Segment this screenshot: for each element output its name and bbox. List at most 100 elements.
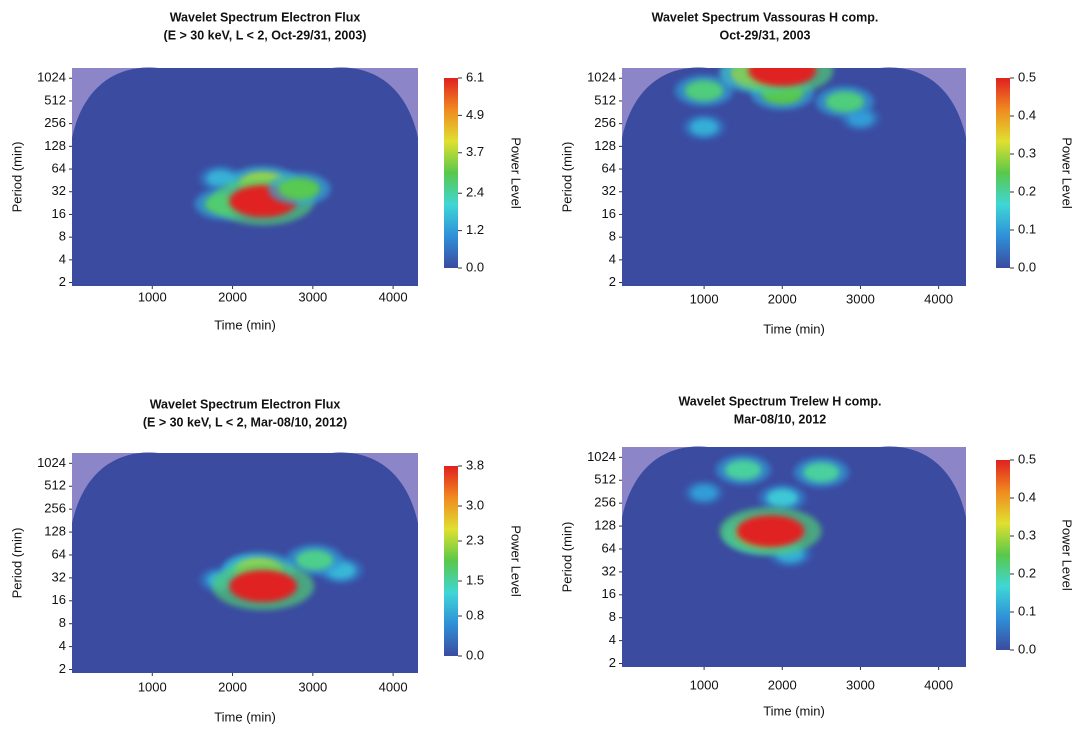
y-tick-label: 128 xyxy=(594,518,616,533)
colorbar-tick-label: 0.0 xyxy=(466,647,484,662)
colorbar-label: Power Level xyxy=(509,525,524,597)
colorbar xyxy=(996,460,1010,650)
y-tick-label: 128 xyxy=(44,524,66,539)
peaks xyxy=(674,68,881,140)
x-tick-label: 4000 xyxy=(379,679,408,694)
colorbar-tick-label: 4.9 xyxy=(466,107,484,122)
y-tick-label: 512 xyxy=(44,478,66,493)
x-tick-label: 2000 xyxy=(768,677,797,692)
y-axis-label: Period (min) xyxy=(559,522,574,593)
colorbar-tick-label: 3.8 xyxy=(466,457,484,472)
chart-title: Wavelet Spectrum Electron Flux xyxy=(150,397,341,411)
peak xyxy=(825,91,865,113)
y-tick-label: 2 xyxy=(59,661,66,676)
peak xyxy=(690,484,718,501)
x-tick-label: 1000 xyxy=(138,289,167,304)
x-tick-label: 3000 xyxy=(846,291,875,306)
peak xyxy=(229,570,298,603)
y-tick-label: 1024 xyxy=(37,70,66,85)
y-tick-label: 2 xyxy=(609,655,616,670)
peak xyxy=(684,80,724,102)
colorbar-tick-label: 3.7 xyxy=(466,144,484,159)
y-axis-label: Period (min) xyxy=(9,142,24,213)
x-tick-label: 1000 xyxy=(690,677,719,692)
x-tick-label: 1000 xyxy=(690,291,719,306)
peak xyxy=(689,118,719,136)
y-tick-label: 1024 xyxy=(37,455,66,470)
y-tick-label: 1024 xyxy=(587,449,616,464)
y-tick-label: 8 xyxy=(59,229,66,244)
chart-subtitle: Mar-08/10, 2012 xyxy=(734,412,826,426)
y-tick-label: 64 xyxy=(52,160,66,175)
y-tick-label: 128 xyxy=(44,138,66,153)
colorbar-tick-label: 0.1 xyxy=(1018,221,1036,236)
colorbar-tick-label: 0.2 xyxy=(1018,183,1036,198)
colorbar-tick-label: 0.0 xyxy=(1018,641,1036,656)
y-tick-label: 2 xyxy=(609,274,616,289)
x-tick-label: 3000 xyxy=(298,289,327,304)
colorbar-tick-label: 0.5 xyxy=(1018,451,1036,466)
peak xyxy=(736,515,805,548)
y-tick-label: 32 xyxy=(52,569,66,584)
y-tick-label: 4 xyxy=(609,251,616,266)
chart-subtitle: Oct-29/31, 2003 xyxy=(719,28,810,42)
peak xyxy=(748,68,817,87)
colorbar-tick-label: 2.3 xyxy=(466,532,484,547)
y-tick-label: 32 xyxy=(602,563,616,578)
colorbar xyxy=(444,78,458,268)
peak xyxy=(724,459,762,480)
y-tick-label: 256 xyxy=(594,115,616,130)
y-tick-label: 16 xyxy=(602,586,616,601)
x-tick-label: 2000 xyxy=(218,289,247,304)
y-tick-label: 64 xyxy=(602,540,616,555)
y-tick-label: 8 xyxy=(609,609,616,624)
peak xyxy=(766,488,799,507)
x-axis-label: Time (min) xyxy=(214,709,276,724)
x-tick-label: 2000 xyxy=(218,679,247,694)
x-tick-label: 2000 xyxy=(768,291,797,306)
y-axis-label: Period (min) xyxy=(559,142,574,213)
colorbar-tick-label: 0.0 xyxy=(1018,259,1036,274)
y-tick-label: 512 xyxy=(594,92,616,107)
colorbar-label: Power Level xyxy=(509,137,524,209)
colorbar-tick-label: 0.4 xyxy=(1018,489,1036,504)
x-tick-label: 1000 xyxy=(138,679,167,694)
peaks xyxy=(684,454,849,567)
y-tick-label: 4 xyxy=(609,632,616,647)
colorbar-label: Power Level xyxy=(1060,519,1075,591)
peak xyxy=(278,177,320,200)
y-tick-label: 1024 xyxy=(587,70,616,85)
y-tick-label: 16 xyxy=(52,592,66,607)
chart-title: Wavelet Spectrum Electron Flux xyxy=(170,10,361,24)
chart-subtitle: (E > 30 keV, L < 2, Mar-08/10, 2012) xyxy=(143,415,347,429)
x-axis-label: Time (min) xyxy=(763,703,825,718)
y-tick-label: 8 xyxy=(59,615,66,630)
y-tick-label: 128 xyxy=(594,138,616,153)
x-tick-label: 4000 xyxy=(379,289,408,304)
x-tick-label: 4000 xyxy=(924,291,953,306)
y-tick-label: 8 xyxy=(609,229,616,244)
x-axis-label: Time (min) xyxy=(214,317,276,332)
y-tick-label: 256 xyxy=(44,501,66,516)
y-tick-label: 16 xyxy=(602,206,616,221)
colorbar-tick-label: 3.0 xyxy=(466,497,484,512)
chart-title: Wavelet Spectrum Trelew H comp. xyxy=(678,394,881,408)
y-tick-label: 512 xyxy=(594,472,616,487)
colorbar-tick-label: 0.5 xyxy=(1018,69,1036,84)
colorbar-tick-label: 0.8 xyxy=(466,607,484,622)
y-tick-label: 32 xyxy=(52,183,66,198)
colorbar-tick-label: 0.2 xyxy=(1018,565,1036,580)
chart-subtitle: (E > 30 keV, L < 2, Oct-29/31, 2003) xyxy=(164,28,367,42)
y-tick-label: 2 xyxy=(59,274,66,289)
y-tick-label: 256 xyxy=(44,115,66,130)
colorbar-tick-label: 0.4 xyxy=(1018,107,1036,122)
colorbar xyxy=(996,78,1010,268)
colorbar-tick-label: 1.2 xyxy=(466,222,484,237)
colorbar-label: Power Level xyxy=(1060,137,1075,209)
y-axis-label: Period (min) xyxy=(9,528,24,599)
colorbar-tick-label: 0.1 xyxy=(1018,603,1036,618)
peak xyxy=(802,462,840,483)
peaks xyxy=(194,165,331,226)
colorbar-tick-label: 0.3 xyxy=(1018,527,1036,542)
